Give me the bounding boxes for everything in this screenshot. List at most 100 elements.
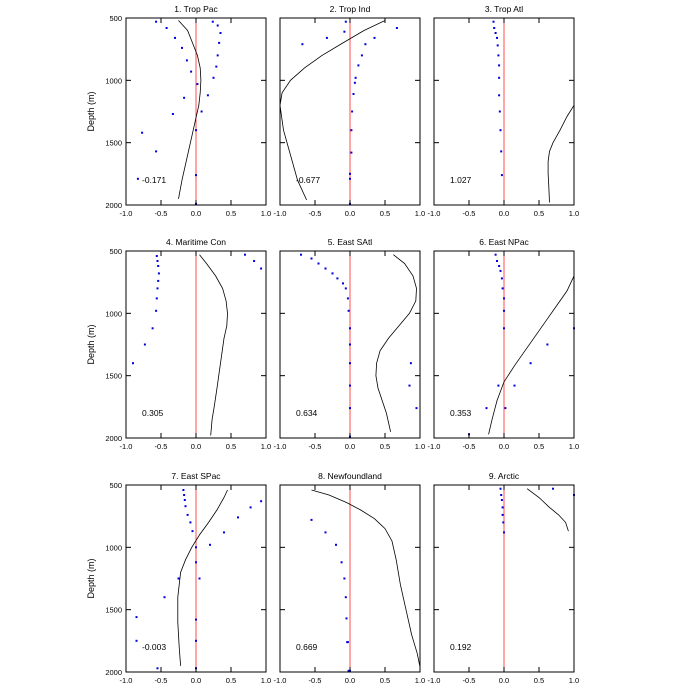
data-point: [340, 561, 343, 564]
x-tick-label: -0.5: [155, 209, 168, 218]
data-point: [499, 487, 502, 490]
data-point: [156, 260, 159, 262]
data-point: [135, 639, 138, 642]
data-point: [260, 500, 263, 503]
data-point: [195, 618, 197, 621]
panel-title: 9. Arctic: [489, 471, 520, 481]
data-point: [198, 577, 201, 580]
data-point: [189, 521, 192, 524]
data-point: [171, 113, 174, 115]
y-tick-label: 1000: [105, 543, 122, 552]
panel-title: 4. Maritime Con: [166, 237, 226, 247]
data-point: [499, 129, 502, 132]
data-point: [350, 129, 353, 132]
data-point: [157, 279, 160, 282]
data-point: [177, 577, 180, 580]
y-tick-label: 1500: [105, 372, 122, 381]
data-point: [496, 36, 498, 39]
data-point: [212, 76, 215, 79]
data-point: [253, 260, 256, 262]
data-point: [186, 513, 189, 516]
x-tick-label: 0.0: [499, 676, 509, 685]
chart-panel-3: -1.0 -0.5 0.0 0.5 1.0 3. Trop Atl 1.027: [428, 4, 580, 218]
x-tick-label: 0.5: [226, 676, 236, 685]
data-point: [206, 94, 209, 97]
data-point: [151, 327, 154, 330]
data-point: [181, 46, 183, 49]
data-point: [237, 516, 239, 519]
correlation-curve: [488, 275, 575, 435]
chart-panel-9: -1.0 -0.5 0.0 0.5 1.0 9. Arctic 0.192: [428, 471, 580, 685]
data-point: [349, 177, 351, 180]
data-point: [132, 362, 134, 365]
chart-panel-4: -1.0 -0.5 0.0 0.5 1.0 500 1000 1500 2000 4. Marit…: [86, 237, 271, 451]
panel-grid: -1.0 -0.5 0.0 0.5 1.0 500 1000 1500 2000 1. Trop …: [86, 4, 579, 685]
x-tick-label: -1.0: [274, 442, 287, 451]
data-point: [249, 506, 252, 509]
x-tick-label: -1.0: [120, 442, 133, 451]
x-tick-label: 0.0: [191, 676, 201, 685]
x-tick-label: -1.0: [274, 676, 287, 685]
data-point: [156, 667, 159, 670]
correlation-curve: [279, 20, 386, 201]
data-point: [349, 362, 351, 365]
data-point: [331, 272, 334, 275]
data-point: [216, 24, 219, 27]
data-point: [155, 297, 158, 300]
x-tick-label: 1.0: [415, 209, 425, 218]
y-axis-label: Depth (m): [86, 91, 96, 131]
data-point: [501, 287, 504, 290]
data-point: [165, 27, 168, 29]
correlation-value: 0.353: [450, 408, 472, 418]
x-tick-label: 1.0: [261, 442, 271, 451]
data-point: [493, 27, 496, 29]
data-point: [343, 30, 346, 33]
data-point: [184, 505, 187, 508]
x-tick-label: 0.0: [345, 209, 355, 218]
data-point: [347, 669, 350, 672]
x-tick-label: 0.5: [226, 442, 236, 451]
y-axis-label: Depth (m): [86, 558, 96, 598]
data-point: [301, 43, 304, 46]
data-point: [499, 269, 502, 272]
data-point: [500, 499, 503, 501]
data-point: [415, 407, 418, 410]
data-point: [155, 309, 158, 312]
x-tick-label: 0.5: [534, 442, 544, 451]
chart-panel-5: -1.0 -0.5 0.0 0.5 1.0 5. East SAtl 0.634: [274, 237, 426, 451]
data-point: [497, 384, 500, 387]
data-point: [500, 150, 503, 153]
data-point: [500, 277, 503, 280]
data-point: [143, 343, 146, 346]
data-point: [360, 54, 363, 57]
correlation-value: 0.634: [296, 408, 318, 418]
x-tick-label: -1.0: [274, 209, 287, 218]
data-point: [195, 561, 197, 564]
panel-title: 2. Trop Ind: [330, 4, 371, 14]
chart-panel-6: -1.0 -0.5 0.0 0.5 1.0 6. East NPac 0.353: [428, 237, 580, 451]
data-point: [352, 93, 355, 95]
x-tick-label: 0.5: [380, 442, 390, 451]
data-point: [349, 407, 351, 410]
x-tick-label: -0.5: [463, 676, 476, 685]
data-point: [503, 327, 505, 330]
x-tick-label: 0.5: [380, 209, 390, 218]
data-point: [513, 384, 516, 387]
data-point: [195, 174, 197, 177]
data-point: [344, 20, 347, 23]
data-point: [174, 36, 176, 39]
data-point: [163, 596, 166, 599]
chart-panel-2: -1.0 -0.5 0.0 0.5 1.0 2. Trop Ind -0.677: [274, 4, 426, 218]
chart-panel-1: -1.0 -0.5 0.0 0.5 1.0 500 1000 1500 2000 1. Trop …: [86, 4, 271, 218]
x-tick-label: -1.0: [428, 676, 441, 685]
data-point: [409, 362, 412, 365]
chart-panel-8: -1.0 -0.5 0.0 0.5 1.0 8. Newfoundland 0.669: [274, 471, 426, 685]
data-point: [552, 487, 554, 490]
data-point: [216, 54, 219, 57]
data-point: [335, 543, 337, 546]
data-point: [501, 506, 504, 509]
data-point: [503, 531, 505, 534]
panel-title: 5. East SAtl: [328, 237, 373, 247]
correlation-value: 0.192: [450, 642, 472, 652]
data-point: [209, 543, 211, 546]
